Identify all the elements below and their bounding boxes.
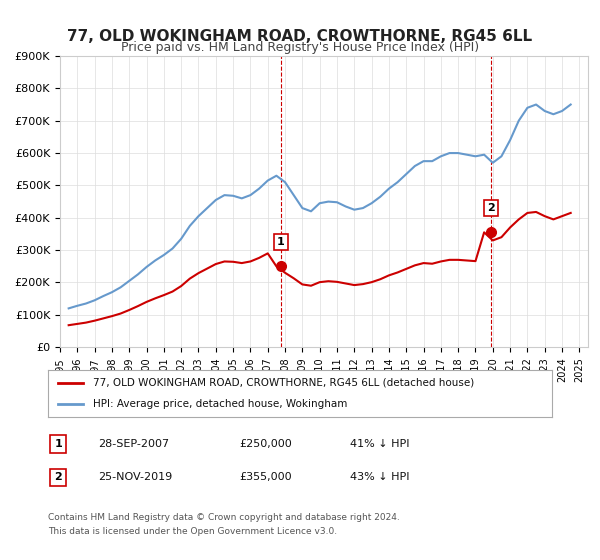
Text: Contains HM Land Registry data © Crown copyright and database right 2024.: Contains HM Land Registry data © Crown c… <box>48 514 400 522</box>
Text: 28-SEP-2007: 28-SEP-2007 <box>98 439 170 449</box>
Text: 77, OLD WOKINGHAM ROAD, CROWTHORNE, RG45 6LL (detached house): 77, OLD WOKINGHAM ROAD, CROWTHORNE, RG45… <box>94 378 475 388</box>
Text: Price paid vs. HM Land Registry's House Price Index (HPI): Price paid vs. HM Land Registry's House … <box>121 41 479 54</box>
Text: 2: 2 <box>487 203 495 213</box>
Text: 77, OLD WOKINGHAM ROAD, CROWTHORNE, RG45 6LL: 77, OLD WOKINGHAM ROAD, CROWTHORNE, RG45… <box>67 29 533 44</box>
Text: 1: 1 <box>54 439 62 449</box>
Text: This data is licensed under the Open Government Licence v3.0.: This data is licensed under the Open Gov… <box>48 528 337 536</box>
Text: HPI: Average price, detached house, Wokingham: HPI: Average price, detached house, Woki… <box>94 399 348 409</box>
Text: 25-NOV-2019: 25-NOV-2019 <box>98 473 173 482</box>
Text: 2: 2 <box>54 473 62 482</box>
Text: £355,000: £355,000 <box>239 473 292 482</box>
Text: 43% ↓ HPI: 43% ↓ HPI <box>350 473 410 482</box>
Text: £250,000: £250,000 <box>239 439 292 449</box>
Text: 1: 1 <box>277 237 284 247</box>
Text: 41% ↓ HPI: 41% ↓ HPI <box>350 439 410 449</box>
